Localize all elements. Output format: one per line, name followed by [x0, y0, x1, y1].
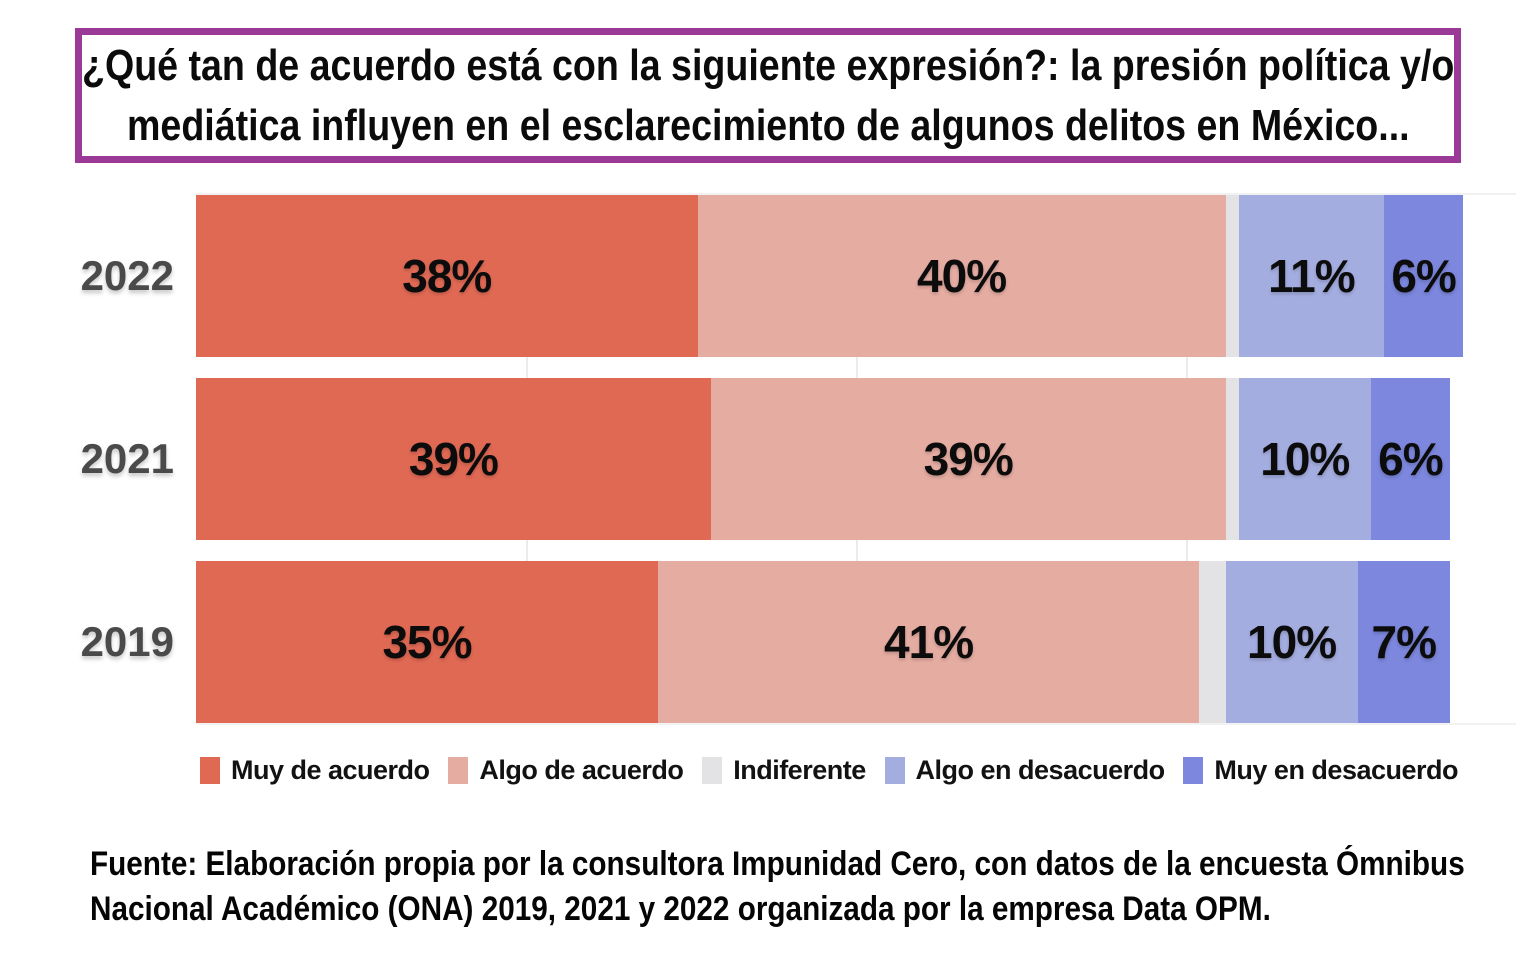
- chart-title-line-1: ¿Qué tan de acuerdo está con la siguient…: [82, 40, 1455, 90]
- bar-segment: [1199, 561, 1226, 723]
- legend-swatch-icon: [702, 757, 723, 784]
- legend-item: Algo de acuerdo: [448, 755, 684, 786]
- bar-segment: 10%: [1225, 561, 1358, 723]
- legend-swatch-icon: [884, 757, 905, 784]
- legend-label: Indiferente: [733, 755, 866, 785]
- bar-plot: 2022 38% 40% 11% 6% 2021 39% 39% 10% 6% 2019 35% 41%…: [81, 193, 1516, 725]
- legend-label: Muy en desacuerdo: [1214, 755, 1458, 785]
- segment-label: 38%: [402, 250, 492, 302]
- segment-label: 7%: [1371, 616, 1437, 668]
- legend-item: Indiferente: [702, 755, 866, 786]
- bar-segment: [1225, 378, 1239, 540]
- bar-segment: [1225, 195, 1239, 357]
- bar-segment: 10%: [1238, 378, 1371, 540]
- bar-segment: 40%: [697, 195, 1226, 357]
- bar-row-2019: 2019 35% 41% 10% 7%: [81, 561, 1516, 723]
- year-label-2019: 2019: [80, 618, 174, 665]
- bar-segment: 6%: [1370, 378, 1450, 540]
- segment-label: 40%: [917, 250, 1007, 302]
- segment-label: 39%: [408, 433, 499, 485]
- segment-label: 6%: [1391, 250, 1456, 302]
- legend-swatch-icon: [448, 757, 469, 784]
- bar-row-2022: 2022 38% 40% 11% 6%: [81, 195, 1516, 357]
- segment-label: 35%: [382, 616, 472, 668]
- segment-label: 10%: [1247, 616, 1337, 668]
- segment-label: 6%: [1378, 433, 1443, 485]
- bar-segment: 38%: [196, 195, 698, 357]
- legend-item: Muy en desacuerdo: [1183, 755, 1458, 786]
- source-note: Fuente: Elaboración propia por la consul…: [90, 842, 1465, 932]
- bar-segment: 39%: [196, 378, 711, 540]
- legend-label: Algo en desacuerdo: [915, 755, 1166, 785]
- legend-swatch-icon: [1183, 757, 1204, 784]
- bar-segment: 6%: [1383, 195, 1464, 357]
- segment-label: 10%: [1260, 433, 1350, 485]
- legend-swatch-icon: [200, 757, 220, 784]
- segment-label: 11%: [1268, 250, 1356, 302]
- source-line-1: Fuente: Elaboración propia por la consul…: [90, 845, 1465, 883]
- year-label-2022: 2022: [80, 252, 174, 299]
- title-box: ¿Qué tan de acuerdo está con la siguient…: [75, 28, 1461, 163]
- legend-label: Algo de acuerdo: [479, 755, 684, 785]
- segment-label: 39%: [923, 433, 1014, 485]
- stacked-bar-2019: 35% 41% 10% 7%: [196, 561, 1516, 723]
- chart-title-line-2: mediática influyen en el esclarecimiento…: [126, 100, 1410, 150]
- legend: Muy de acuerdo Algo de acuerdo Indiferente…: [200, 755, 1458, 786]
- bar-segment: 41%: [658, 561, 1200, 723]
- legend-item: Muy de acuerdo: [200, 755, 430, 786]
- stacked-bar-2021: 39% 39% 10% 6%: [196, 378, 1516, 540]
- source-line-2: Nacional Académico (ONA) 2019, 2021 y 20…: [90, 890, 1271, 928]
- bar-segment: 11%: [1238, 195, 1384, 357]
- legend-label: Muy de acuerdo: [231, 755, 430, 785]
- year-label-2021: 2021: [80, 435, 174, 482]
- bar-row-2021: 2021 39% 39% 10% 6%: [81, 378, 1516, 540]
- segment-label: 41%: [884, 616, 974, 668]
- bar-segment: 35%: [196, 561, 658, 723]
- bar-segment: 39%: [710, 378, 1226, 540]
- bar-segment: 7%: [1357, 561, 1450, 723]
- stacked-bar-2022: 38% 40% 11% 6%: [196, 195, 1516, 357]
- legend-item: Algo en desacuerdo: [884, 755, 1166, 786]
